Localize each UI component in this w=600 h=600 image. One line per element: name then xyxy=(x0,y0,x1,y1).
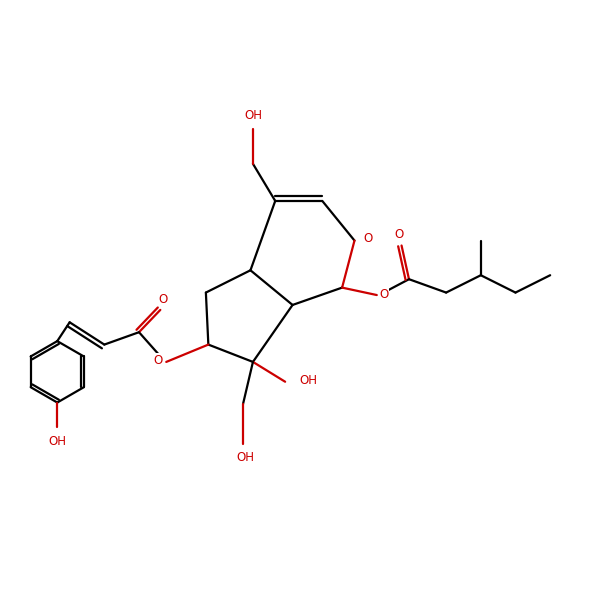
Text: OH: OH xyxy=(48,434,66,448)
Text: O: O xyxy=(379,287,389,301)
Text: O: O xyxy=(154,355,163,367)
Text: O: O xyxy=(158,293,167,305)
Text: O: O xyxy=(364,232,373,245)
Text: O: O xyxy=(394,228,404,241)
Text: OH: OH xyxy=(299,374,317,387)
Text: OH: OH xyxy=(244,109,262,122)
Text: OH: OH xyxy=(236,451,254,464)
